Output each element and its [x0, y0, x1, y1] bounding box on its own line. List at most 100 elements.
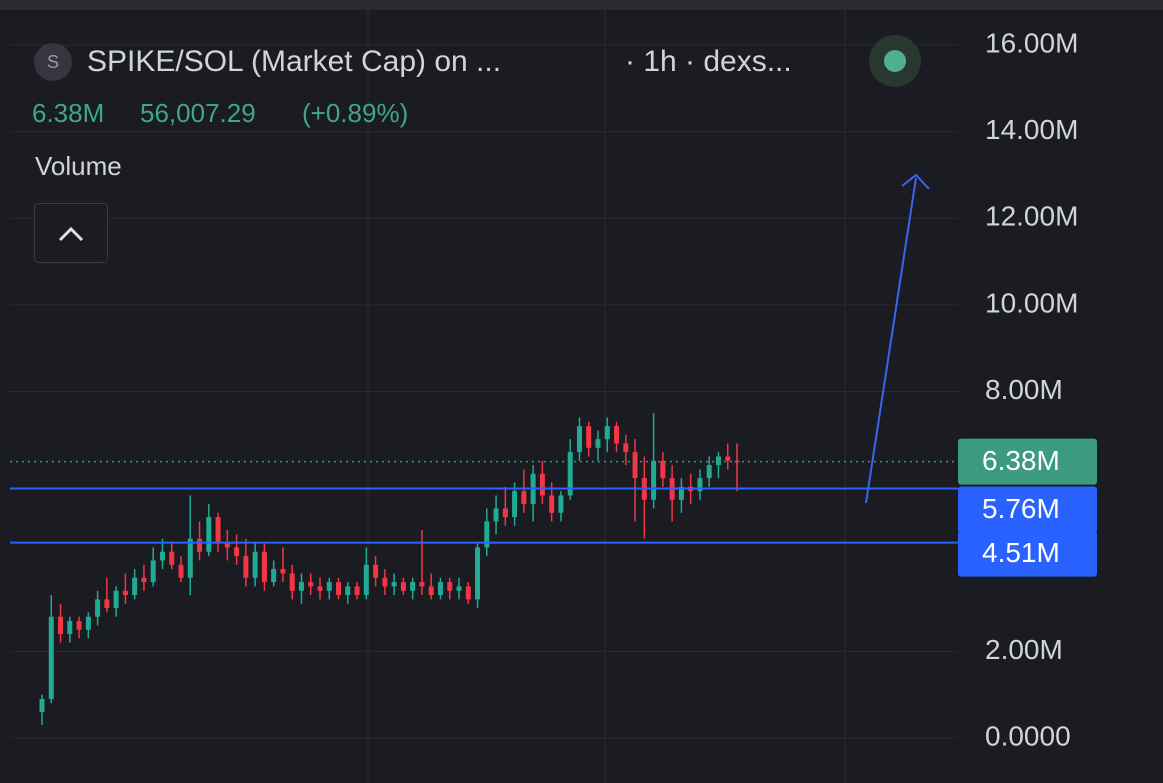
- symbol-icon: [34, 43, 72, 81]
- candle-body: [317, 586, 323, 591]
- candle-body: [502, 508, 508, 518]
- candle-body: [141, 577, 147, 583]
- candle-body: [289, 573, 295, 591]
- top-strip: [0, 0, 1163, 10]
- candle-body: [261, 551, 267, 583]
- candle-body: [604, 426, 610, 440]
- price-badge: [958, 438, 1097, 485]
- price: 56,007.29: [140, 98, 256, 128]
- candle-body: [419, 582, 425, 587]
- candle-body: [280, 569, 286, 574]
- interval: · 1h · dexs...: [625, 45, 792, 78]
- candle-body: [104, 599, 110, 609]
- candle-body: [336, 582, 342, 596]
- candle-body: [715, 456, 721, 466]
- candle-body: [58, 616, 64, 635]
- candle-body: [363, 564, 369, 596]
- candle-body: [678, 486, 684, 500]
- candle-body: [614, 426, 620, 444]
- y-tick-label: 2.00M: [985, 634, 1063, 665]
- candle-body: [354, 586, 360, 596]
- candle-body: [428, 586, 434, 596]
- candle-body: [178, 564, 184, 578]
- candle-body: [159, 551, 165, 561]
- status-dot[interactable]: [884, 50, 906, 72]
- candle-body: [567, 452, 573, 496]
- candle-body: [132, 577, 138, 596]
- arrow-head: [901, 173, 930, 190]
- candle-body: [113, 590, 119, 609]
- price-badge-label: 6.38M: [982, 445, 1060, 476]
- candle-body: [725, 456, 731, 461]
- y-tick-label: 8.00M: [985, 374, 1063, 405]
- candle-body: [586, 426, 592, 448]
- candle-body: [48, 616, 54, 700]
- candle-body: [39, 699, 45, 713]
- price-badge-label: 4.51M: [982, 537, 1060, 568]
- candle-body: [475, 547, 481, 600]
- candle-body: [410, 582, 416, 591]
- y-tick-label: 16.00M: [985, 27, 1078, 58]
- candle-body: [85, 616, 91, 630]
- candle-body: [576, 426, 582, 453]
- candle-body: [67, 621, 73, 635]
- candle-body: [298, 582, 304, 591]
- candle-body: [391, 582, 397, 587]
- candle-body: [437, 582, 443, 596]
- candle-body: [493, 508, 499, 522]
- y-tick-label: 12.00M: [985, 201, 1078, 232]
- price-badge: [958, 530, 1097, 577]
- y-tick-label: 10.00M: [985, 287, 1078, 318]
- price-badge-label: 5.76M: [982, 493, 1060, 524]
- change: (+0.89%): [302, 98, 408, 128]
- candle-body: [76, 621, 82, 630]
- candle-body: [345, 586, 351, 596]
- candle-body: [215, 517, 221, 544]
- collapse-button[interactable]: [34, 203, 108, 263]
- candle-body: [558, 495, 564, 513]
- y-tick-label: 0.0000: [985, 720, 1071, 751]
- symbol-letter: S: [47, 52, 59, 72]
- candle-body: [549, 495, 555, 513]
- candle-body: [187, 538, 193, 578]
- candle-body: [224, 543, 230, 548]
- candle-body: [632, 452, 638, 479]
- candle-body: [447, 582, 453, 591]
- arrow: [865, 177, 917, 504]
- indicator-label: Volume: [35, 151, 122, 181]
- candle-body: [243, 556, 249, 578]
- candle-body: [512, 491, 518, 518]
- candle-body: [465, 586, 471, 600]
- price-badge: [958, 486, 1097, 533]
- chevron: [58, 226, 84, 242]
- candle-body: [122, 590, 128, 596]
- last-value: 6.38M: [32, 98, 104, 128]
- candle-body: [521, 491, 527, 505]
- candle-body: [382, 577, 388, 587]
- candle-body: [623, 443, 629, 453]
- candle-body: [308, 582, 314, 587]
- candle-body: [539, 473, 545, 496]
- candle-body: [150, 560, 156, 583]
- candle-body: [271, 569, 277, 583]
- candle-body: [400, 582, 406, 591]
- candle-body: [169, 551, 175, 565]
- candle-body: [697, 478, 703, 492]
- candle-body: [206, 517, 212, 552]
- candle-body: [373, 564, 379, 578]
- candle-body: [234, 547, 240, 557]
- candle-body: [651, 460, 657, 500]
- title: SPIKE/SOL (Market Cap) on ...: [87, 45, 501, 78]
- plot: [10, 44, 958, 739]
- y-tick-label: 14.00M: [985, 114, 1078, 145]
- candle-body: [660, 460, 666, 479]
- candle-body: [595, 439, 601, 448]
- candle-body: [326, 582, 332, 591]
- candle-body: [252, 551, 258, 578]
- candle-body: [706, 465, 712, 479]
- candle-body: [95, 599, 101, 617]
- candle-body: [484, 521, 490, 548]
- candle-body: [197, 538, 203, 552]
